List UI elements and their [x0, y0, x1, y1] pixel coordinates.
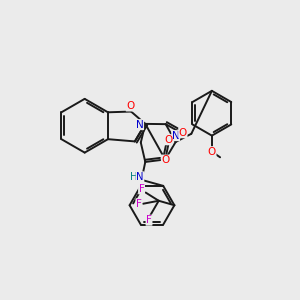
Text: F: F	[139, 184, 145, 194]
Text: O: O	[179, 128, 187, 138]
Text: O: O	[162, 155, 170, 165]
Text: H: H	[130, 172, 138, 182]
Text: N: N	[172, 130, 179, 141]
Text: O: O	[164, 135, 172, 145]
Text: N: N	[136, 172, 144, 182]
Text: N: N	[136, 120, 144, 130]
Text: F: F	[146, 215, 152, 225]
Text: O: O	[208, 147, 216, 157]
Text: F: F	[136, 199, 142, 209]
Text: O: O	[126, 101, 134, 111]
